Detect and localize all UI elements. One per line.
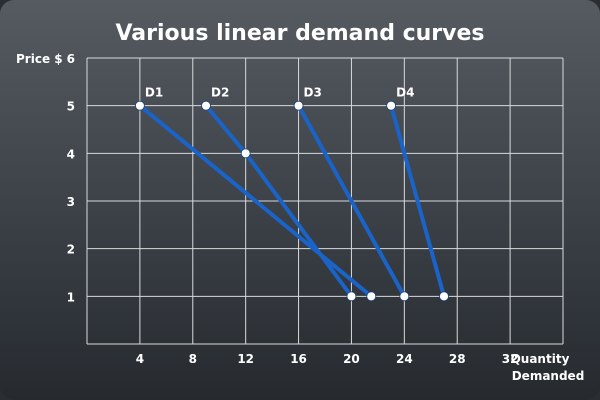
y-tick-label: 2 (67, 243, 75, 257)
chart-title: Various linear demand curves (115, 21, 484, 46)
x-tick-label: 32 (502, 352, 519, 366)
data-point-d1 (366, 291, 377, 302)
x-axis-label-line-1: Quantity (511, 352, 570, 366)
x-tick-label: 8 (189, 352, 197, 366)
x-tick-label: 24 (396, 352, 413, 366)
y-tick-label: 1 (67, 290, 75, 304)
data-point-d2 (346, 291, 357, 302)
data-point-d3 (293, 100, 304, 111)
data-point-d1 (134, 100, 145, 111)
series-label-d4: D4 (396, 86, 414, 100)
x-tick-label: 12 (237, 352, 254, 366)
y-tick-label: 4 (67, 147, 75, 161)
series-label-d2: D2 (211, 86, 229, 100)
series-line-d1 (137, 103, 374, 299)
data-point-d3 (399, 291, 410, 302)
data-point-d4 (386, 100, 397, 111)
x-axis-label-line-2: Demanded (512, 369, 585, 383)
grid (86, 57, 564, 345)
series-label-d3: D3 (304, 86, 322, 100)
x-tick-label: 4 (136, 352, 144, 366)
points-layer (134, 100, 449, 302)
x-tick-label: 20 (343, 352, 360, 366)
y-axis-label: Price $ (16, 52, 63, 66)
series-line-d4 (389, 103, 446, 299)
y-tick-label: 5 (67, 100, 75, 114)
data-point-d2 (240, 148, 251, 159)
data-point-d2 (201, 100, 211, 111)
x-tick-label: 16 (290, 352, 307, 366)
series-labels: D1 D2 D3 D4 (145, 86, 415, 100)
data-point-d4 (439, 291, 449, 302)
x-tick-label: 28 (449, 352, 466, 366)
y-tick-label: 3 (67, 195, 75, 209)
series-label-d1: D1 (145, 86, 163, 100)
series-line-d3 (296, 103, 407, 299)
y-tick-label: 6 (67, 52, 75, 66)
